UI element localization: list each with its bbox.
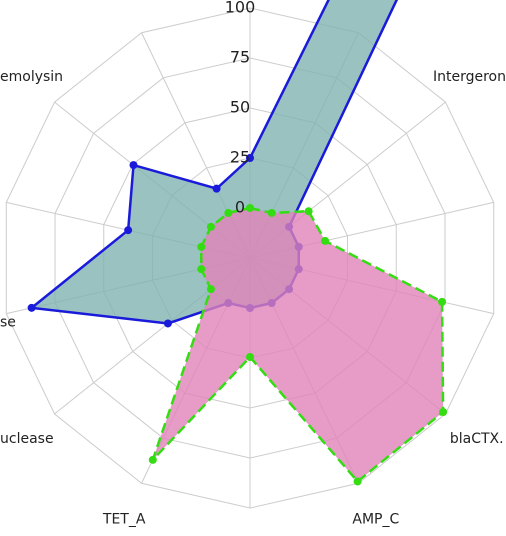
- data-point: [212, 184, 221, 193]
- data-point: [197, 265, 206, 274]
- category-label: TET_A: [102, 511, 146, 527]
- data-point: [206, 222, 215, 231]
- data-point: [148, 455, 157, 464]
- category-label: Intergeron: [433, 69, 506, 85]
- r-tick-label: 50: [230, 98, 250, 117]
- category-label: uclease: [0, 431, 54, 447]
- data-point: [304, 207, 313, 216]
- data-point: [27, 303, 36, 312]
- category-label: emolysin: [0, 69, 63, 85]
- data-point: [129, 161, 138, 170]
- r-tick-label: 0: [235, 198, 245, 217]
- data-point: [321, 236, 330, 245]
- data-point: [246, 204, 254, 212]
- category-label: se: [0, 315, 16, 331]
- data-point: [246, 154, 254, 162]
- r-tick-label: 100: [225, 0, 256, 17]
- data-point: [224, 208, 233, 217]
- data-point: [267, 208, 276, 217]
- r-tick-label: 25: [230, 148, 250, 167]
- data-point: [124, 226, 133, 235]
- data-point: [439, 408, 448, 417]
- data-point: [246, 353, 254, 361]
- r-tick-label: 75: [230, 48, 250, 67]
- data-point: [197, 242, 206, 251]
- data-point: [438, 297, 447, 306]
- data-point: [206, 285, 215, 294]
- category-label: AMP_C: [352, 511, 399, 527]
- data-point: [163, 319, 172, 328]
- data-point: [353, 477, 362, 486]
- category-label: blaCTX.: [450, 431, 504, 447]
